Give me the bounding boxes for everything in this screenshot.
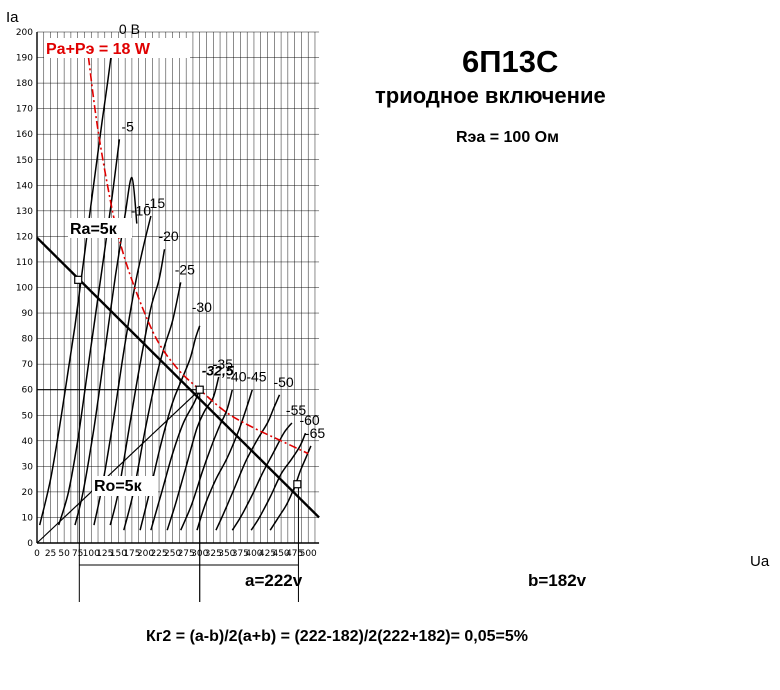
grid-voltage-curve	[196, 389, 254, 531]
grid-voltage-curve	[231, 422, 293, 531]
x-axis-label: Ua	[750, 553, 770, 570]
grid-voltage-curve	[57, 139, 121, 526]
x-tick-label: 225	[150, 549, 167, 559]
ro-label: Ro=5к	[94, 478, 143, 495]
grid-voltage-curve-label: -20	[158, 228, 178, 244]
ro-label-background	[92, 476, 158, 496]
ro-load-line	[36, 389, 201, 544]
y-axis-label: Ia	[6, 9, 19, 26]
y-tick-label: 90	[22, 309, 34, 319]
y-tick-label: 200	[16, 28, 33, 38]
y-tick-label: 140	[16, 181, 33, 191]
y-tick-label: 80	[22, 335, 34, 345]
x-tick-label: 450	[272, 549, 289, 559]
x-tick-label: 150	[110, 549, 127, 559]
x-tick-label: 375	[232, 549, 249, 559]
y-tick-label: 40	[22, 437, 34, 447]
power-dissipation-curve	[87, 57, 309, 455]
y-tick-label: 160	[16, 130, 33, 140]
grid-voltage-curve-label: -60	[299, 412, 319, 428]
chart-subtitle: триодное включение	[375, 83, 606, 108]
y-tick-label: 0	[27, 539, 33, 549]
grid-voltage-curve	[150, 389, 201, 531]
grid-voltage-curve-label: 0 В	[119, 21, 140, 37]
ra-load-line	[36, 236, 320, 519]
grid-voltage-curve	[74, 176, 138, 526]
subtitle-background	[372, 82, 646, 110]
x-tick-label: 350	[218, 549, 235, 559]
overlays	[37, 275, 302, 602]
y-tick-label: 170	[16, 105, 33, 115]
y-tick-label: 110	[16, 258, 33, 268]
grid-voltage-curve-label: -30	[192, 299, 212, 315]
x-tick-label: 0	[34, 549, 40, 559]
y-tick-label: 60	[22, 386, 34, 396]
y-tick-label: 50	[22, 411, 34, 421]
grid-voltage-curve-label: -5	[121, 118, 134, 134]
dimension-a-label: a=222v	[245, 571, 303, 590]
grid-voltage-curve	[166, 376, 220, 531]
grid-voltage-curve-label: -32,5	[202, 363, 234, 379]
chart-title: 6П13С	[462, 44, 558, 79]
y-tick-label: 120	[16, 232, 33, 242]
x-tick-label: 75	[72, 549, 83, 559]
title-background	[458, 38, 568, 78]
y-tick-label: 180	[16, 79, 33, 89]
x-tick-label: 275	[178, 549, 195, 559]
grid-voltage-curve-label: -40	[226, 369, 246, 385]
y-tick-label: 30	[22, 462, 34, 472]
chart-note: Rэа = 100 Ом	[456, 129, 559, 146]
x-tick-label: 100	[83, 549, 100, 559]
grid-voltage-curve	[250, 432, 307, 531]
tick-labels: 0 25 50 75 100125150175200225250275300325350…	[16, 28, 317, 559]
x-tick-label: 325	[205, 549, 222, 559]
grid-voltage-curve	[180, 389, 234, 531]
intersection-marker	[195, 385, 204, 394]
x-tick-label: 500	[300, 549, 317, 559]
y-tick-label: 10	[22, 513, 34, 523]
grid-voltage-curve-label: -55	[286, 402, 306, 418]
x-tick-label: 400	[245, 549, 262, 559]
y-tick-label: 190	[16, 54, 33, 64]
y-tick-label: 20	[22, 488, 34, 498]
distortion-formula: Кг2 = (a-b)/2(a+b) = (222-182)/2(222+182…	[146, 628, 528, 645]
y-tick-label: 150	[16, 156, 33, 166]
grid-voltage-curve-label: -45	[246, 369, 266, 385]
grid-voltage-curve-label: -25	[175, 261, 195, 277]
x-tick-label: 25	[45, 549, 56, 559]
power-label-background	[44, 38, 190, 58]
grid	[36, 31, 320, 544]
grid-voltage-curve-label: -65	[305, 425, 325, 441]
x-tick-label: 125	[96, 549, 113, 559]
x-tick-label: 50	[58, 549, 70, 559]
dimension-b-label: b=182v	[528, 571, 587, 590]
power-curve-label: Pa+Pэ = 18 W	[46, 41, 151, 58]
ra-label: Ra=5к	[70, 221, 118, 238]
x-tick-label: 425	[259, 549, 276, 559]
x-tick-label: 200	[137, 549, 154, 559]
grid-voltage-curve-label: -10	[131, 203, 151, 219]
y-tick-label: 100	[16, 284, 33, 294]
grid-voltage-curve-label: -50	[273, 374, 293, 390]
ra-label-background	[68, 218, 132, 238]
axes	[36, 32, 320, 544]
x-tick-label: 475	[286, 549, 303, 559]
intersection-marker	[74, 275, 83, 284]
intersection-marker	[293, 480, 302, 489]
grid-voltage-curve	[139, 325, 201, 531]
grid-voltage-curve-label: -15	[145, 195, 165, 211]
note-background	[452, 125, 594, 149]
y-tick-label: 130	[16, 207, 33, 217]
grid-voltage-curve	[38, 42, 114, 526]
x-tick-label: 250	[164, 549, 181, 559]
x-tick-label: 175	[123, 549, 140, 559]
y-tick-label: 70	[22, 360, 34, 370]
grid-voltage-curve-label: -35	[213, 356, 233, 372]
